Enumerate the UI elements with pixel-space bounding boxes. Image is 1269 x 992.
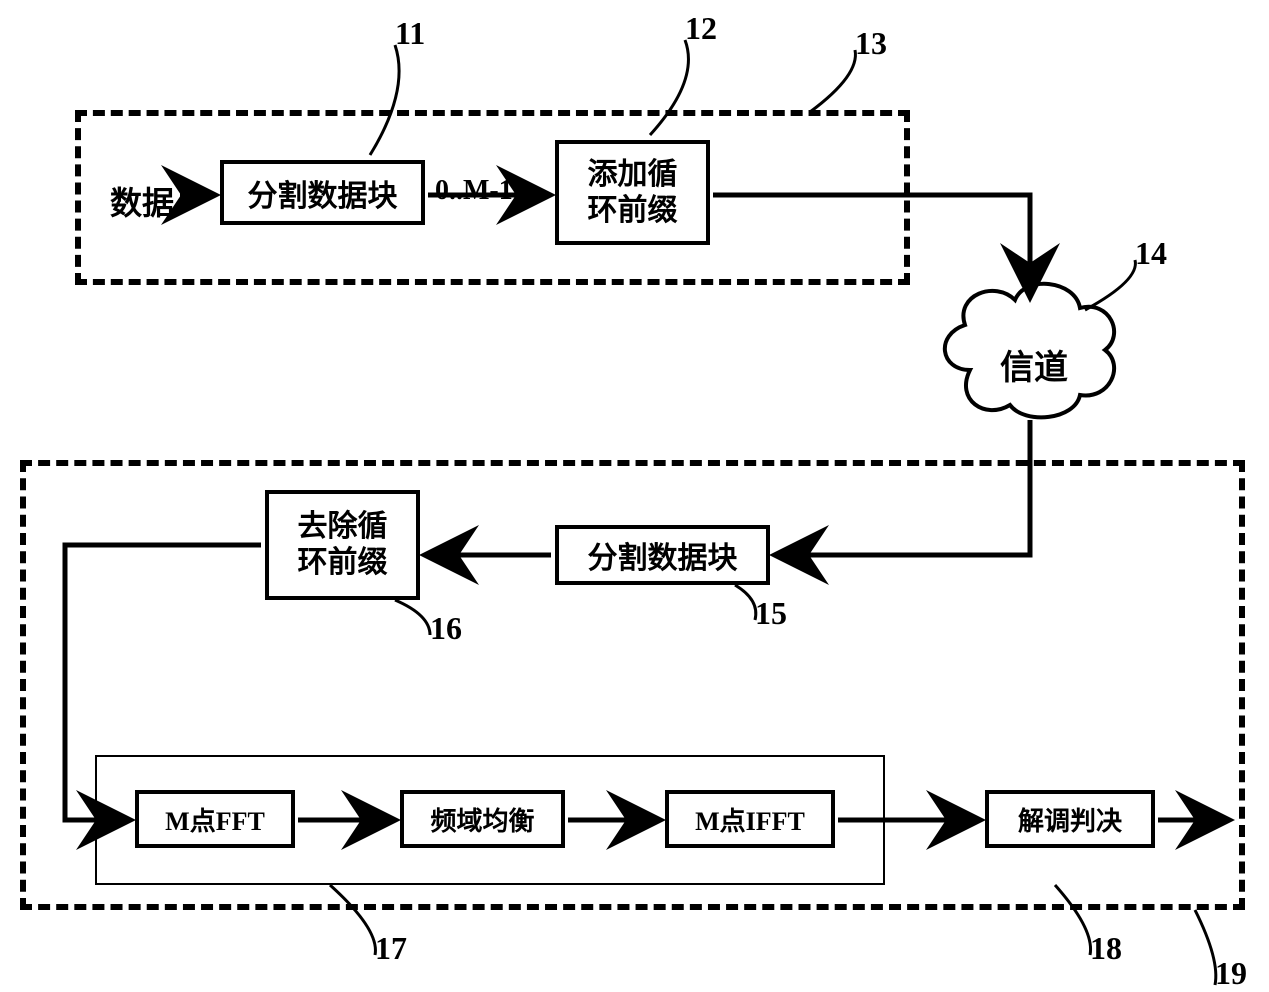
- ref-13: 13: [855, 25, 887, 62]
- ref-17: 17: [375, 930, 407, 967]
- ref-18: 18: [1090, 930, 1122, 967]
- node-freq-eq: 频域均衡: [400, 790, 565, 848]
- ref-16: 16: [430, 610, 462, 647]
- node-label: 分割数据块: [588, 533, 738, 577]
- diagram-canvas: 数据 0..M-1 分割数据块 添加循 环前缀: [0, 0, 1269, 989]
- node-label: 去除循 环前缀: [298, 509, 388, 581]
- node-label: 解调判决: [1018, 801, 1122, 838]
- ref-19: 19: [1215, 955, 1247, 992]
- node-label: M点FFT: [165, 801, 265, 838]
- channel-label: 信道: [1000, 340, 1068, 389]
- node-label: 频域均衡: [430, 801, 534, 838]
- node-fft: M点FFT: [135, 790, 295, 848]
- node-ifft: M点IFFT: [665, 790, 835, 848]
- node-remove-cp: 去除循 环前缀: [265, 490, 420, 600]
- node-split-data-2: 分割数据块: [555, 525, 770, 585]
- ref-11: 11: [395, 15, 425, 52]
- ref-15: 15: [755, 595, 787, 632]
- node-demod: 解调判决: [985, 790, 1155, 848]
- ref-12: 12: [685, 10, 717, 47]
- ref-14: 14: [1135, 235, 1167, 272]
- node-label: M点IFFT: [695, 801, 805, 838]
